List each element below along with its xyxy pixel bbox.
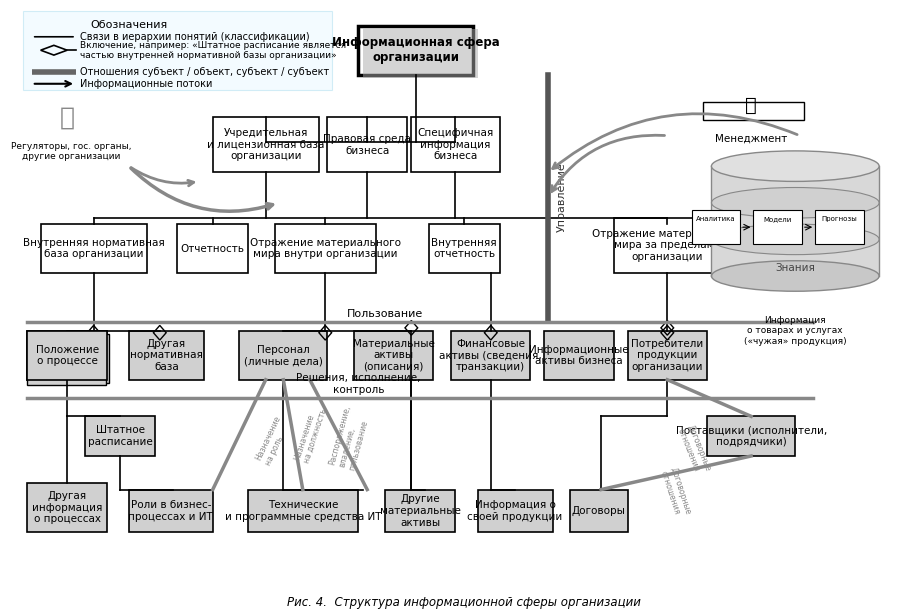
FancyBboxPatch shape (571, 490, 628, 532)
Ellipse shape (711, 151, 879, 181)
Text: Аналитика: Аналитика (696, 216, 736, 222)
Text: Положение
о процессе: Положение о процессе (35, 345, 99, 366)
Text: Потребители
продукции
организации: Потребители продукции организации (631, 339, 704, 372)
Text: Договорные
отношения: Договорные отношения (676, 424, 713, 476)
Text: Информационная сфера
организации: Информационная сфера организации (332, 36, 500, 64)
Text: Рис. 4.  Структура информационной сферы организации: Рис. 4. Структура информационной сферы о… (288, 596, 641, 609)
FancyBboxPatch shape (327, 117, 407, 172)
Ellipse shape (711, 224, 879, 254)
Text: Роли в бизнес-
процессах и ИТ: Роли в бизнес- процессах и ИТ (129, 500, 213, 522)
Text: Материальные
активы
(описания): Материальные активы (описания) (353, 339, 434, 372)
Text: Прогнозы: Прогнозы (822, 216, 857, 222)
FancyBboxPatch shape (27, 484, 107, 532)
Text: Другая
информация
о процессах: Другая информация о процессах (32, 491, 102, 525)
FancyBboxPatch shape (412, 117, 500, 172)
Text: Регуляторы, гос. органы,
другие организации: Регуляторы, гос. органы, другие организа… (11, 142, 132, 161)
FancyBboxPatch shape (614, 218, 720, 273)
Text: Другая
нормативная
база: Другая нормативная база (130, 339, 203, 372)
FancyBboxPatch shape (477, 490, 552, 532)
Text: Внутренняя нормативная
база организации: Внутренняя нормативная база организации (23, 238, 164, 259)
Text: Назначение
на роль: Назначение на роль (254, 415, 292, 466)
Text: Обозначения: Обозначения (91, 20, 168, 29)
FancyBboxPatch shape (354, 331, 434, 379)
Text: Поставщики (исполнители,
подрядчики): Поставщики (исполнители, подрядчики) (676, 425, 827, 447)
FancyBboxPatch shape (129, 490, 213, 532)
Text: Информационные потоки: Информационные потоки (81, 78, 213, 89)
Text: Штатное
расписание: Штатное расписание (88, 425, 152, 447)
Text: Модели: Модели (764, 216, 792, 222)
Text: Отношения субъект / объект, субъект / субъект: Отношения субъект / объект, субъект / су… (81, 67, 329, 77)
Text: Связи в иерархии понятий (классификации): Связи в иерархии понятий (классификации) (81, 32, 310, 42)
Text: Технические
и программные средства ИТ: Технические и программные средства ИТ (225, 500, 382, 522)
FancyBboxPatch shape (29, 334, 109, 383)
Ellipse shape (711, 261, 879, 291)
Text: Информационные
активы бизнеса: Информационные активы бизнеса (529, 345, 629, 366)
Text: Информация о
своей продукции: Информация о своей продукции (467, 500, 562, 522)
Text: Внутренняя
отчетность: Внутренняя отчетность (432, 238, 497, 259)
FancyBboxPatch shape (358, 26, 473, 75)
FancyBboxPatch shape (543, 331, 614, 379)
Text: 🏛: 🏛 (60, 105, 74, 129)
FancyBboxPatch shape (429, 224, 500, 273)
Text: Финансовые
активы (сведения,
транзакции): Финансовые активы (сведения, транзакции) (439, 339, 542, 372)
Text: Другие
материальные
активы: Другие материальные активы (380, 494, 461, 528)
Text: Специфичная
информация
бизнеса: Специфичная информация бизнеса (417, 128, 493, 161)
Text: Отражение материального
мира за пределами
организации: Отражение материального мира за пределам… (591, 229, 743, 262)
Text: Включение, например: «Штатное расписание является
частью внутренней нормативной : Включение, например: «Штатное расписание… (81, 40, 346, 60)
Text: Учредительная
и лицензионная база
организации: Учредительная и лицензионная база органи… (207, 128, 325, 161)
FancyBboxPatch shape (213, 117, 318, 172)
Text: Назначение
на должность: Назначение на должность (292, 405, 328, 465)
FancyBboxPatch shape (129, 331, 204, 379)
FancyBboxPatch shape (451, 331, 531, 379)
FancyBboxPatch shape (275, 224, 376, 273)
FancyBboxPatch shape (815, 210, 863, 244)
FancyBboxPatch shape (628, 331, 707, 379)
Text: Распоряжение,
владение,
пользование: Распоряжение, владение, пользование (327, 404, 372, 471)
FancyBboxPatch shape (84, 416, 155, 456)
FancyBboxPatch shape (26, 336, 106, 384)
FancyBboxPatch shape (703, 102, 805, 120)
FancyBboxPatch shape (711, 166, 879, 276)
FancyBboxPatch shape (363, 29, 477, 78)
Text: Правовая среда
бизнеса: Правовая среда бизнеса (323, 134, 411, 156)
Text: Положение
о процессе: Положение о процессе (35, 345, 99, 366)
Ellipse shape (711, 188, 879, 218)
Text: Решения, исполнение,
контроль: Решения, исполнение, контроль (296, 373, 421, 395)
Text: Персонал
(личные дела): Персонал (личные дела) (244, 345, 323, 366)
FancyBboxPatch shape (178, 224, 248, 273)
FancyBboxPatch shape (248, 490, 358, 532)
Text: Договорные
отношения: Договорные отношения (658, 466, 692, 519)
Text: Договоры: Договоры (572, 506, 626, 516)
Text: Знания: Знания (775, 263, 815, 273)
FancyBboxPatch shape (385, 490, 455, 532)
FancyBboxPatch shape (239, 331, 327, 379)
FancyBboxPatch shape (27, 331, 107, 379)
Text: Управление: Управление (557, 162, 567, 232)
Text: Пользование: Пользование (346, 309, 423, 319)
FancyBboxPatch shape (707, 416, 795, 456)
Text: 👥: 👥 (746, 96, 757, 115)
Text: Отражение материального
мира внутри организации: Отражение материального мира внутри орга… (249, 238, 401, 259)
FancyBboxPatch shape (27, 331, 107, 379)
FancyBboxPatch shape (691, 210, 740, 244)
Text: Отчетность: Отчетность (180, 243, 245, 254)
FancyBboxPatch shape (23, 10, 332, 90)
FancyBboxPatch shape (41, 224, 147, 273)
FancyBboxPatch shape (754, 210, 802, 244)
Text: Информация
о товарах и услугах
(«чужая» продукция): Информация о товарах и услугах («чужая» … (744, 316, 846, 346)
Text: Менеджмент: Менеджмент (715, 134, 787, 143)
